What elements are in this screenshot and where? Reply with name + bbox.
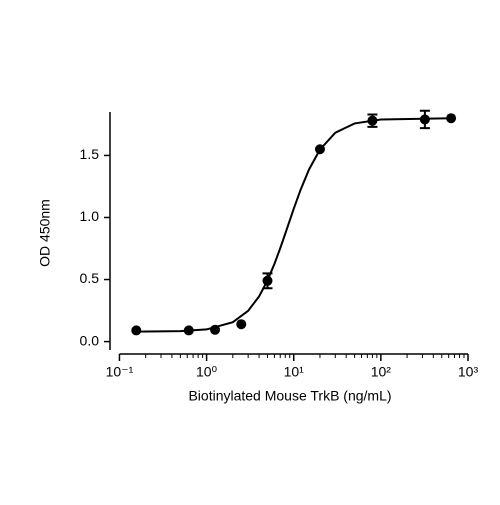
y-tick-label: 1.0 (80, 208, 100, 224)
y-tick-label: 0.5 (80, 270, 100, 286)
data-point (446, 113, 457, 124)
data-point (183, 325, 194, 336)
fit-curve (136, 117, 452, 333)
y-tick-label: 1.5 (80, 146, 100, 162)
x-axis-label: Biotinylated Mouse TrkB (ng/mL) (188, 388, 391, 404)
data-point (419, 114, 430, 125)
data-point (367, 115, 378, 126)
y-tick-label: 0.0 (80, 332, 100, 348)
data-point (131, 325, 142, 336)
x-tick-label: 10¹ (284, 364, 305, 380)
x-tick-label: 10³ (458, 364, 479, 380)
y-axis-label: OD 450nm (37, 199, 53, 267)
x-tick-label: 10² (371, 364, 392, 380)
data-point (236, 319, 247, 330)
x-tick-label: 10⁻¹ (106, 364, 134, 380)
x-tick-label: 10⁰ (196, 364, 218, 380)
data-point (210, 324, 221, 335)
data-point (262, 275, 273, 286)
data-point (314, 144, 325, 155)
